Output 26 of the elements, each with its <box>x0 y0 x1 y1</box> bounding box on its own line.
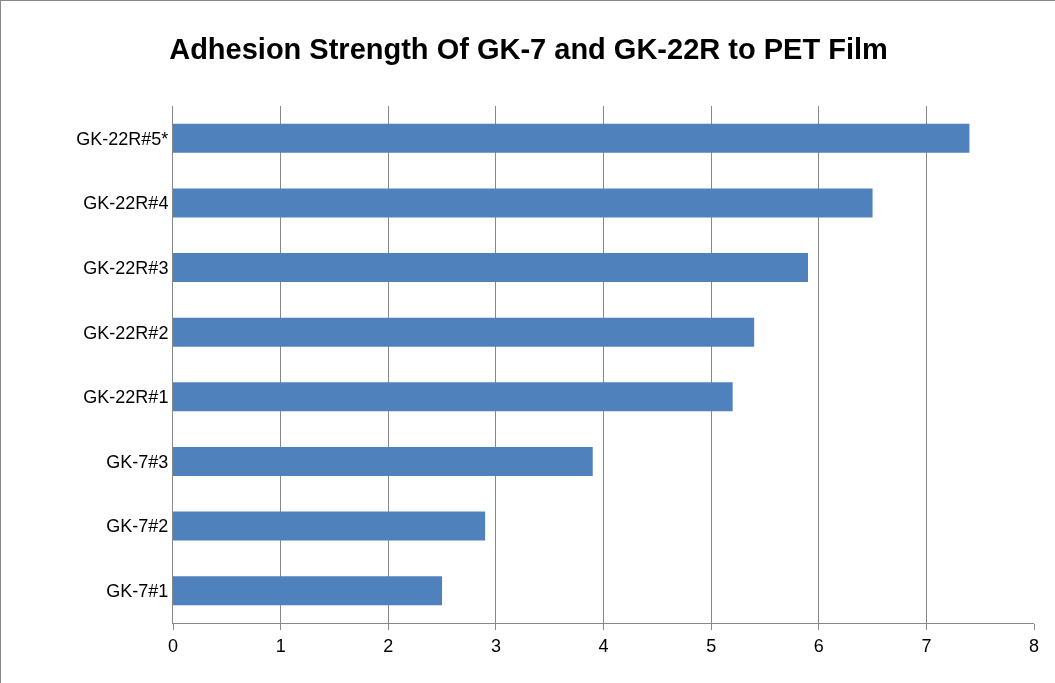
bar <box>173 576 443 606</box>
bar <box>173 188 873 218</box>
x-tick-label: 7 <box>921 635 932 656</box>
y-tick-label: GK-22R#5* <box>76 128 169 149</box>
x-tick-label: 4 <box>598 635 609 656</box>
y-tick-label: GK-22R#1 <box>83 387 169 408</box>
x-tick-label: 0 <box>167 635 179 656</box>
bar <box>173 253 808 283</box>
x-tick-label: 8 <box>1028 635 1040 656</box>
bar <box>173 317 755 347</box>
bar <box>173 446 593 476</box>
x-tick-label: 6 <box>813 635 824 656</box>
x-tick-label: 3 <box>490 635 501 656</box>
bar <box>173 382 733 412</box>
chart-title: Adhesion Strength Of GK-7 and GK-22R to PET Film <box>169 32 888 65</box>
y-tick-label: GK-7#3 <box>106 451 169 472</box>
x-tick-label: 2 <box>383 635 394 656</box>
y-tick-label: GK-7#2 <box>106 516 169 537</box>
y-tick-label: GK-7#1 <box>106 580 169 601</box>
y-tick-label: GK-22R#4 <box>83 193 169 214</box>
y-tick-label: GK-22R#2 <box>83 322 169 343</box>
x-tick-label: 5 <box>706 635 717 656</box>
bar <box>173 123 970 153</box>
x-tick-label: 1 <box>275 635 286 656</box>
y-tick-label: GK-22R#3 <box>83 257 169 278</box>
bar <box>173 511 486 541</box>
